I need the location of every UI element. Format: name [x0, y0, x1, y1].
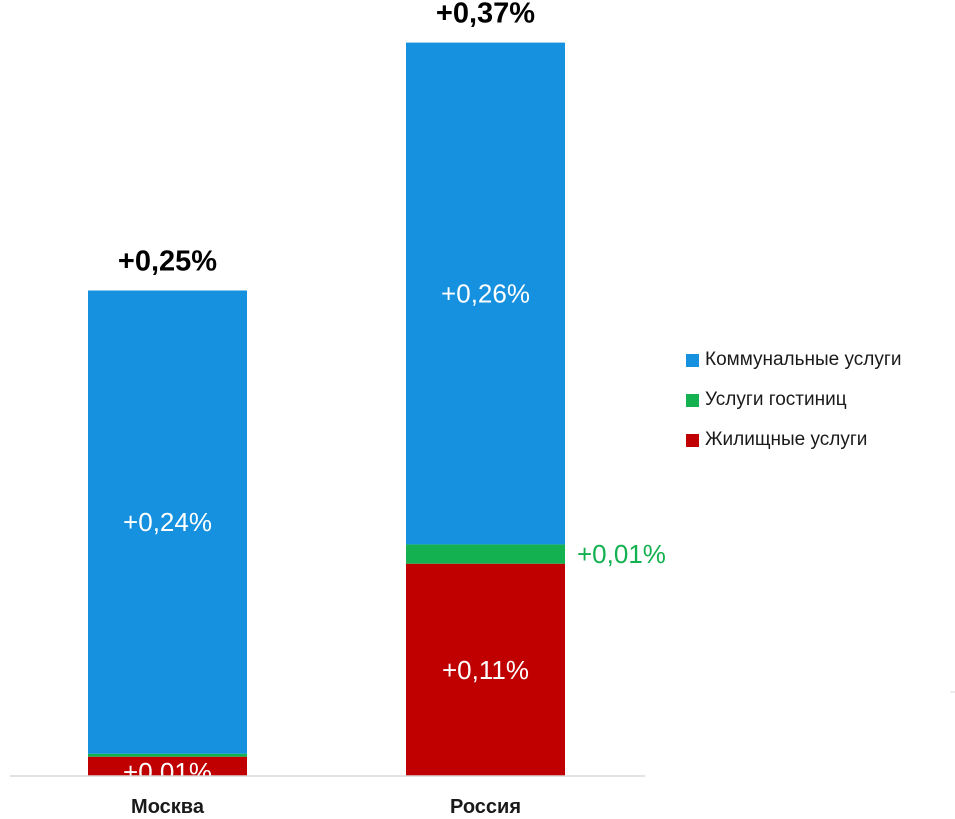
bar-segment-2-1: [406, 42, 565, 545]
data-label-2-1: +0,26%: [441, 279, 530, 309]
data-label-2-0: +0,24%: [123, 507, 212, 537]
bars-group: [88, 42, 565, 776]
legend-swatch-0: [686, 353, 699, 367]
legend-item-1: Услуги гостиниц: [686, 389, 901, 410]
legend-swatch-1: [686, 393, 699, 407]
labels-group: +0,24% +0,25% Москва +0,11% +0,01% +0,26% +0,3…: [118, 0, 666, 818]
legend-label-2: Жилищные услуги: [705, 429, 868, 450]
legend-swatch-2: [686, 433, 699, 447]
legend: Коммунальные услуги Услуги гостиниц Жилищн…: [686, 349, 902, 470]
bar-segment-1-1: [406, 544, 565, 564]
legend-item-2: Жилищные услуги: [686, 429, 901, 450]
category-label-1: Россия: [450, 796, 521, 818]
bar-segment-2-0: [88, 290, 247, 754]
legend-label-0: Коммунальные услуги: [705, 349, 902, 370]
bar-segment-0-1: [406, 563, 565, 776]
legend-item-0: Коммунальные услуги: [686, 349, 902, 370]
bar-segment-0-0: [88, 756, 247, 776]
total-label-0: +0,25%: [118, 246, 217, 278]
extra-label-0: +0,01%: [123, 757, 212, 787]
total-label-1: +0,37%: [436, 0, 535, 30]
legend-label-1: Услуги гостиниц: [705, 389, 847, 410]
bar-segment-1-0: [88, 753, 247, 757]
data-label-1-1: +0,01%: [577, 539, 666, 569]
data-label-0-1: +0,11%: [442, 655, 529, 685]
category-label-0: Москва: [131, 796, 205, 818]
